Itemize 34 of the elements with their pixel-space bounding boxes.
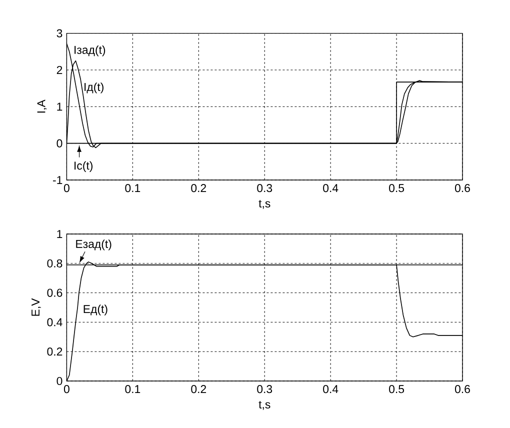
y-tick-label: 0 [56,376,62,386]
x-tick-label: 0.3 [257,184,272,192]
y-tick-label: 3 [56,29,62,38]
y-tick-label: 0.8 [47,259,62,268]
x-tick-label: 0 [64,385,70,394]
x-tick-label: 0.1 [125,184,140,192]
x-tick-label: 0 [64,184,70,192]
x-tick-label: 0.1 [125,385,140,394]
x-tick-label: 0.4 [323,184,338,192]
y-tick-label: 0.4 [47,318,62,326]
x-tick-label: 0.5 [389,184,404,192]
series-label: Iд(t) [84,82,104,94]
x-tick-label: 0.2 [191,184,206,192]
y-tick-label: 2 [56,66,62,74]
series-label: Iзад(t) [74,46,106,56]
y-tick-label: 0.6 [47,288,62,297]
x-tick-label: 0.4 [323,385,338,394]
x-axis-title: t,s [258,400,270,410]
x-tick-label: 0.6 [454,184,470,192]
y-axis-title: I,A [37,100,47,113]
x-tick-label: 0.2 [191,385,206,394]
y-axis-title: E,V [32,298,41,316]
y-tick-label: 0 [56,139,62,148]
y-tick-label: 1 [57,230,62,238]
x-axis-title: t,s [258,200,270,209]
y-tick-label: 1 [57,102,62,111]
x-tick-label: 0.6 [454,385,470,394]
series-label: Eзад(t) [76,240,112,250]
x-tick-label: 0.3 [257,385,272,394]
legend-label: Ic(t) [74,161,92,172]
y-tick-label: 0.2 [47,348,62,356]
series-label: Eд(t) [84,304,108,316]
x-tick-label: 0.5 [389,385,404,394]
y-tick-label: -1 [53,176,62,184]
